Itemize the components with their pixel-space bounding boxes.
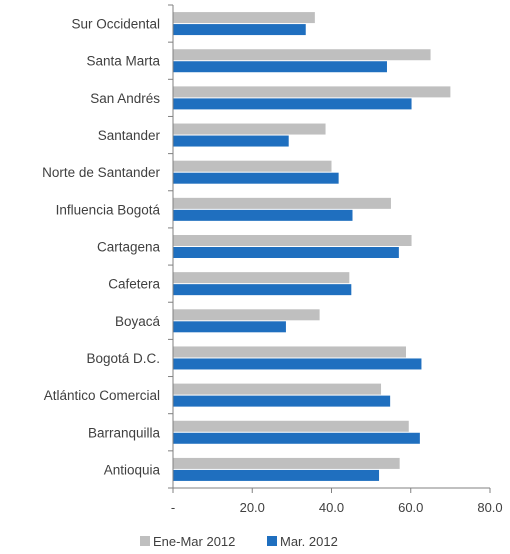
- bar-mar-2012-cartagena: [173, 247, 399, 258]
- bar-mar-2012-influencia-bogota: [173, 210, 353, 221]
- bar-ene-mar-2012-norte-de-santander: [173, 161, 332, 172]
- bar-mar-2012-norte-de-santander: [173, 173, 339, 184]
- bar-mar-2012-bogota-d-c: [173, 358, 421, 369]
- category-labels: Sur Occidental Santa Marta San Andrés Santa…: [42, 17, 160, 478]
- category-label-santa-marta: Santa Marta: [86, 54, 160, 69]
- x-tick-label: 80.0: [477, 500, 502, 515]
- bar-mar-2012-barranquilla: [173, 433, 420, 444]
- bar-ene-mar-2012-influencia-bogota: [173, 198, 391, 209]
- bar-ene-mar-2012-bogota-d-c: [173, 346, 406, 357]
- x-tick-label: -: [171, 500, 175, 515]
- bar-mar-2012-antioquia: [173, 470, 379, 481]
- bar-mar-2012-santander: [173, 136, 289, 147]
- bar-ene-mar-2012-santander: [173, 124, 326, 135]
- category-label-bogota-d-c: Bogotá D.C.: [86, 351, 160, 366]
- category-label-influencia-bogota: Influencia Bogotá: [56, 202, 161, 217]
- bar-mar-2012-sur-occidental: [173, 24, 306, 35]
- x-tick-label: 60.0: [398, 500, 423, 515]
- bar-ene-mar-2012-san-andres: [173, 86, 450, 97]
- category-label-barranquilla: Barranquilla: [88, 425, 161, 440]
- category-label-san-andres: San Andrés: [90, 91, 160, 106]
- bar-ene-mar-2012-sur-occidental: [173, 12, 315, 23]
- bar-ene-mar-2012-boyaca: [173, 309, 320, 320]
- category-label-boyaca: Boyacá: [115, 314, 161, 329]
- legend: Ene-Mar 2012 Mar. 2012: [140, 534, 338, 549]
- legend-swatch-ene-mar-2012: [140, 536, 150, 546]
- bar-ene-mar-2012-cartagena: [173, 235, 412, 246]
- category-label-antioquia: Antioquia: [104, 462, 161, 477]
- category-label-atlantico-comercial: Atlántico Comercial: [44, 388, 160, 403]
- category-label-cafetera: Cafetera: [108, 277, 160, 292]
- bar-mar-2012-cafetera: [173, 284, 351, 295]
- bar-ene-mar-2012-cafetera: [173, 272, 349, 283]
- bar-mar-2012-santa-marta: [173, 61, 387, 72]
- legend-swatch-mar-2012: [267, 536, 277, 546]
- category-label-cartagena: Cartagena: [97, 240, 161, 255]
- bars-group: [173, 12, 450, 481]
- legend-label-ene-mar-2012: Ene-Mar 2012: [153, 534, 235, 549]
- bar-ene-mar-2012-atlantico-comercial: [173, 384, 381, 395]
- bar-ene-mar-2012-santa-marta: [173, 49, 431, 60]
- category-label-santander: Santander: [98, 128, 161, 143]
- bar-mar-2012-atlantico-comercial: [173, 396, 390, 407]
- bar-ene-mar-2012-barranquilla: [173, 421, 409, 432]
- bar-ene-mar-2012-antioquia: [173, 458, 400, 469]
- x-tick-label: 20.0: [240, 500, 265, 515]
- category-label-norte-de-santander: Norte de Santander: [42, 165, 160, 180]
- bar-mar-2012-san-andres: [173, 98, 412, 109]
- x-tick-label: 40.0: [319, 500, 344, 515]
- category-label-sur-occidental: Sur Occidental: [71, 17, 160, 32]
- legend-label-mar-2012: Mar. 2012: [280, 534, 338, 549]
- bar-mar-2012-boyaca: [173, 321, 286, 332]
